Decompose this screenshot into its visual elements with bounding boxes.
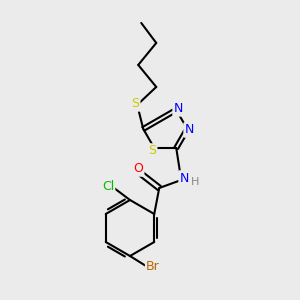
Text: N: N bbox=[174, 102, 183, 116]
Text: N: N bbox=[184, 123, 194, 136]
Text: S: S bbox=[131, 98, 139, 110]
Text: Cl: Cl bbox=[102, 181, 114, 194]
Text: H: H bbox=[191, 177, 200, 187]
Text: Br: Br bbox=[146, 260, 160, 274]
Text: O: O bbox=[133, 163, 143, 176]
Text: S: S bbox=[148, 145, 156, 158]
Text: N: N bbox=[180, 172, 189, 184]
